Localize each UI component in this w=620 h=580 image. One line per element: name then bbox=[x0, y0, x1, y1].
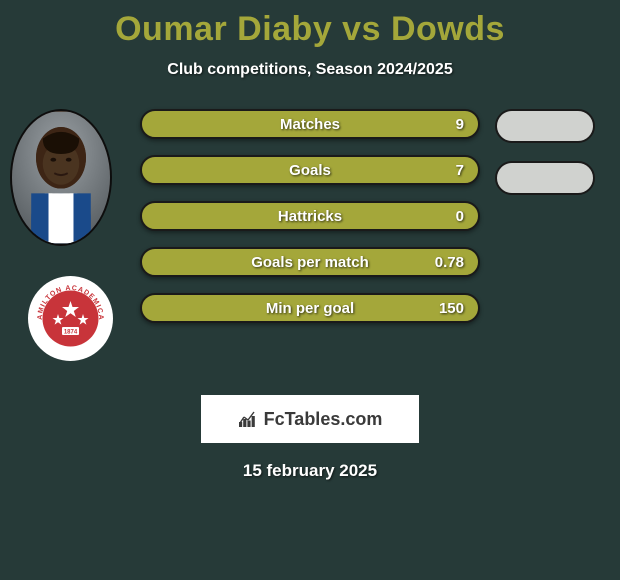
page-title: Oumar Diaby vs Dowds bbox=[0, 0, 620, 49]
stat-value: 0.78 bbox=[435, 254, 464, 271]
comparison-content: 1874 HAMILTON ACADEMICAL Matches 9 Goals… bbox=[0, 109, 620, 369]
stat-value: 9 bbox=[456, 116, 464, 133]
player1-photo-placeholder bbox=[12, 111, 110, 244]
stat-value: 150 bbox=[439, 300, 464, 317]
stat-bars: Matches 9 Goals 7 Hattricks 0 Goals per … bbox=[140, 109, 480, 339]
player2-column bbox=[490, 109, 610, 213]
club-year: 1874 bbox=[64, 330, 78, 336]
stat-label: Min per goal bbox=[266, 300, 354, 317]
stat-bar: Goals per match 0.78 bbox=[140, 247, 480, 277]
stat-label: Goals bbox=[289, 162, 331, 179]
stat-value: 7 bbox=[456, 162, 464, 179]
stat-bar: Min per goal 150 bbox=[140, 293, 480, 323]
stat-label: Hattricks bbox=[278, 208, 342, 225]
stat-bar: Hattricks 0 bbox=[140, 201, 480, 231]
fctables-attribution: FcTables.com bbox=[201, 395, 419, 443]
page-subtitle: Club competitions, Season 2024/2025 bbox=[0, 61, 620, 79]
comparison-date: 15 february 2025 bbox=[0, 461, 620, 481]
player2-placeholder-pill bbox=[495, 161, 595, 195]
stat-label: Matches bbox=[280, 116, 340, 133]
player2-placeholder-pill bbox=[495, 109, 595, 143]
player1-avatar bbox=[10, 109, 112, 246]
club-badge-svg: 1874 HAMILTON ACADEMICAL bbox=[28, 276, 113, 361]
stat-bar: Goals 7 bbox=[140, 155, 480, 185]
stat-bar: Matches 9 bbox=[140, 109, 480, 139]
fctables-bars-icon bbox=[238, 409, 258, 429]
player1-club-badge: 1874 HAMILTON ACADEMICAL bbox=[28, 276, 113, 361]
player1-column: 1874 HAMILTON ACADEMICAL bbox=[8, 109, 128, 361]
stat-label: Goals per match bbox=[251, 254, 369, 271]
fctables-label: FcTables.com bbox=[264, 409, 383, 430]
stat-value: 0 bbox=[456, 208, 464, 225]
